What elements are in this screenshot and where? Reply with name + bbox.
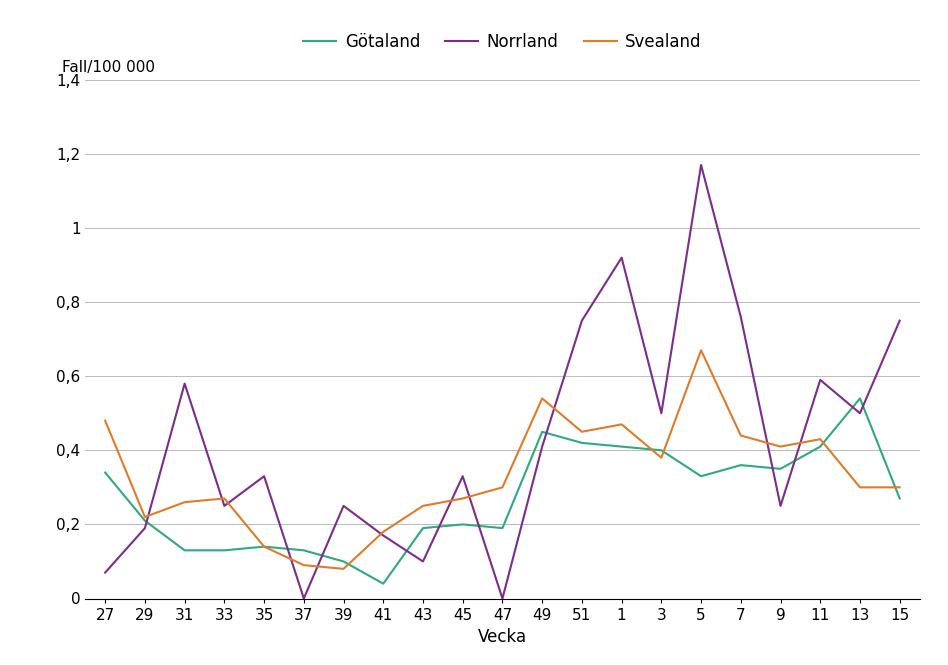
Svealand bbox=[894, 483, 905, 491]
Norrland bbox=[775, 502, 786, 510]
Götaland bbox=[735, 461, 746, 469]
Götaland bbox=[259, 543, 270, 551]
Norrland bbox=[139, 524, 151, 532]
Norrland bbox=[616, 253, 628, 261]
X-axis label: Vecka: Vecka bbox=[478, 628, 527, 646]
Norrland bbox=[337, 502, 349, 510]
Svealand bbox=[298, 561, 309, 569]
Norrland bbox=[735, 313, 746, 321]
Norrland bbox=[377, 531, 389, 539]
Line: Svealand: Svealand bbox=[105, 350, 900, 569]
Götaland bbox=[854, 394, 866, 402]
Norrland bbox=[894, 317, 905, 325]
Norrland bbox=[100, 569, 111, 577]
Norrland bbox=[219, 502, 230, 510]
Götaland bbox=[775, 465, 786, 473]
Norrland bbox=[179, 380, 191, 388]
Götaland bbox=[576, 439, 588, 447]
Götaland bbox=[139, 517, 151, 525]
Norrland bbox=[696, 161, 707, 169]
Svealand bbox=[259, 543, 270, 551]
Norrland bbox=[417, 557, 428, 565]
Norrland bbox=[537, 443, 548, 451]
Götaland bbox=[656, 446, 667, 454]
Text: Fall/100 000: Fall/100 000 bbox=[62, 60, 155, 75]
Line: Götaland: Götaland bbox=[105, 398, 900, 584]
Götaland bbox=[497, 524, 508, 532]
Götaland bbox=[457, 521, 468, 529]
Götaland bbox=[894, 495, 905, 503]
Norrland bbox=[656, 409, 667, 417]
Legend: Götaland, Norrland, Svealand: Götaland, Norrland, Svealand bbox=[297, 26, 708, 57]
Svealand bbox=[616, 420, 628, 428]
Svealand bbox=[814, 435, 826, 443]
Svealand bbox=[576, 428, 588, 436]
Götaland bbox=[537, 428, 548, 436]
Svealand bbox=[735, 432, 746, 440]
Svealand bbox=[457, 495, 468, 503]
Line: Norrland: Norrland bbox=[105, 165, 900, 598]
Norrland bbox=[814, 376, 826, 384]
Götaland bbox=[616, 443, 628, 451]
Götaland bbox=[814, 443, 826, 451]
Svealand bbox=[100, 417, 111, 425]
Norrland bbox=[298, 595, 309, 602]
Norrland bbox=[576, 317, 588, 325]
Norrland bbox=[854, 409, 866, 417]
Svealand bbox=[377, 528, 389, 536]
Götaland bbox=[298, 547, 309, 555]
Norrland bbox=[457, 472, 468, 480]
Svealand bbox=[219, 495, 230, 503]
Svealand bbox=[139, 513, 151, 521]
Norrland bbox=[259, 472, 270, 480]
Svealand bbox=[537, 394, 548, 402]
Götaland bbox=[179, 547, 191, 555]
Svealand bbox=[497, 483, 508, 491]
Svealand bbox=[854, 483, 866, 491]
Götaland bbox=[337, 557, 349, 565]
Svealand bbox=[656, 454, 667, 462]
Svealand bbox=[696, 346, 707, 354]
Norrland bbox=[497, 595, 508, 602]
Svealand bbox=[775, 443, 786, 451]
Svealand bbox=[179, 498, 191, 506]
Götaland bbox=[377, 580, 389, 588]
Svealand bbox=[417, 502, 428, 510]
Götaland bbox=[696, 472, 707, 480]
Götaland bbox=[219, 547, 230, 555]
Götaland bbox=[417, 524, 428, 532]
Götaland bbox=[100, 469, 111, 477]
Svealand bbox=[337, 565, 349, 573]
